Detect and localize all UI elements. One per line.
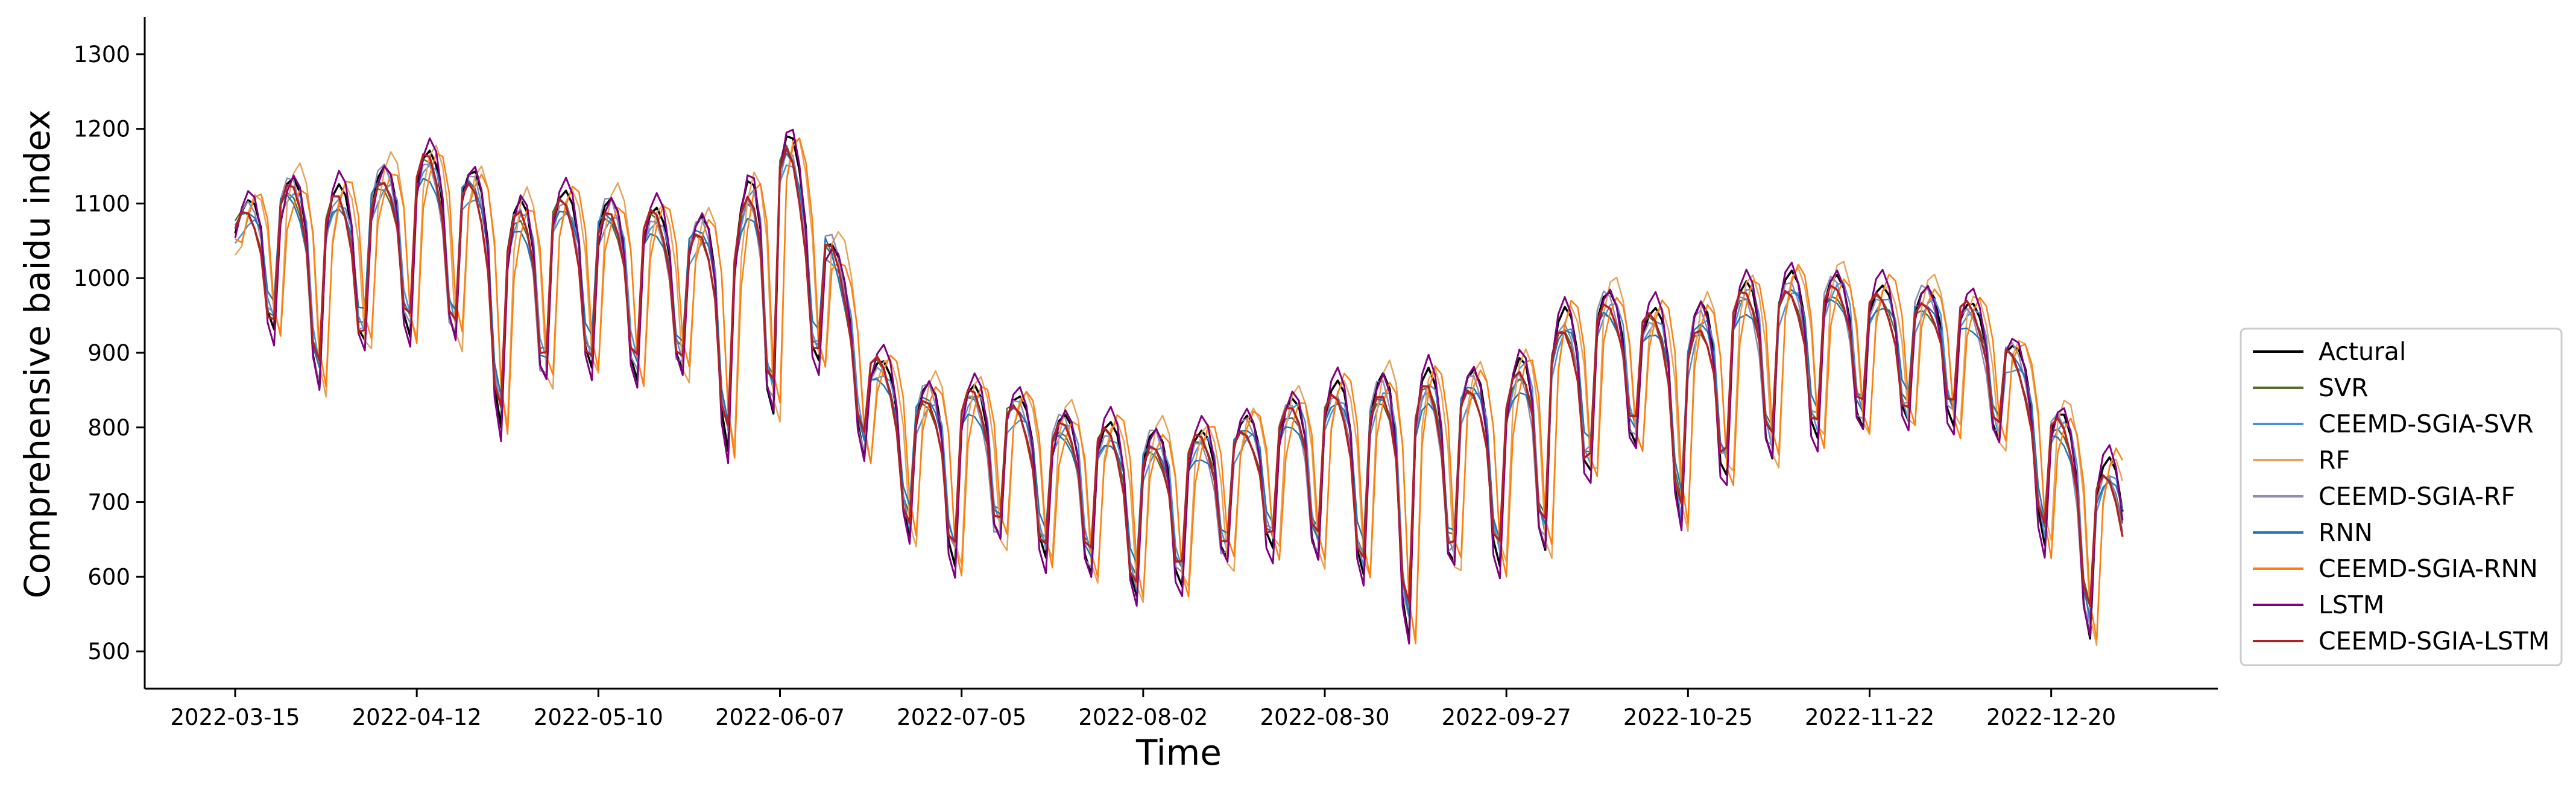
y-tick-label: 500 bbox=[87, 639, 130, 665]
legend-label: CEEMD-SGIA-SVR bbox=[2319, 409, 2534, 438]
legend-label: RF bbox=[2319, 446, 2350, 475]
y-tick-label: 1200 bbox=[74, 116, 130, 142]
series-line-ceemd-sgia-svr bbox=[234, 164, 2124, 627]
x-tick-label: 2022-10-25 bbox=[1623, 704, 1753, 730]
x-tick-label: 2022-04-12 bbox=[352, 704, 482, 730]
x-tick-label: 2022-05-10 bbox=[534, 704, 663, 730]
y-tick-label: 1300 bbox=[74, 42, 130, 68]
y-tick-label: 1100 bbox=[74, 191, 130, 216]
legend-label: CEEMD-SGIA-RNN bbox=[2319, 554, 2538, 583]
legend-label: CEEMD-SGIA-RF bbox=[2319, 482, 2515, 511]
x-tick-label: 2022-03-15 bbox=[170, 704, 300, 730]
y-tick-label: 600 bbox=[87, 564, 130, 590]
x-tick-label: 2022-08-30 bbox=[1260, 704, 1389, 730]
y-tick-label: 1000 bbox=[74, 265, 130, 291]
x-tick-label: 2022-06-07 bbox=[715, 704, 845, 730]
axes bbox=[144, 17, 2218, 690]
series-line-ceemd-sgia-rnn bbox=[235, 137, 2124, 645]
x-axis-title: Time bbox=[1135, 732, 1222, 773]
legend-label: LSTM bbox=[2319, 590, 2384, 619]
y-tick-label: 900 bbox=[87, 340, 130, 366]
legend-label: CEEMD-SGIA-LSTM bbox=[2319, 627, 2549, 656]
legend-label: RNN bbox=[2319, 518, 2373, 547]
legend-frame bbox=[2240, 327, 2563, 666]
legend: Actural SVR CEEMD-SGIA-SVR RF CEEMD-SGIA-RF R… bbox=[2240, 327, 2563, 666]
x-tick-label: 2022-11-22 bbox=[1805, 704, 1934, 730]
x-tick-label: 2022-08-02 bbox=[1078, 704, 1208, 730]
series-line-lstm bbox=[234, 128, 2124, 645]
y-ticks: 500 600 700 800 900 1000 1100 1200 1300 bbox=[74, 42, 145, 665]
y-tick-label: 800 bbox=[87, 415, 130, 441]
x-tick-label: 2022-09-27 bbox=[1442, 704, 1571, 730]
y-tick-label: 700 bbox=[87, 490, 130, 516]
legend-label: SVR bbox=[2319, 373, 2369, 402]
x-tick-label: 2022-07-05 bbox=[897, 704, 1026, 730]
series-line-ceemd-sgia-lstm bbox=[234, 147, 2124, 607]
legend-label: Actural bbox=[2319, 337, 2406, 366]
x-ticks: 2022-03-15 2022-04-12 2022-05-10 2022-06-07… bbox=[170, 689, 2116, 730]
y-axis-title: Comprehensive baidu index bbox=[17, 110, 58, 599]
x-tick-label: 2022-12-20 bbox=[1986, 704, 2116, 730]
plot-lines bbox=[234, 128, 2124, 646]
